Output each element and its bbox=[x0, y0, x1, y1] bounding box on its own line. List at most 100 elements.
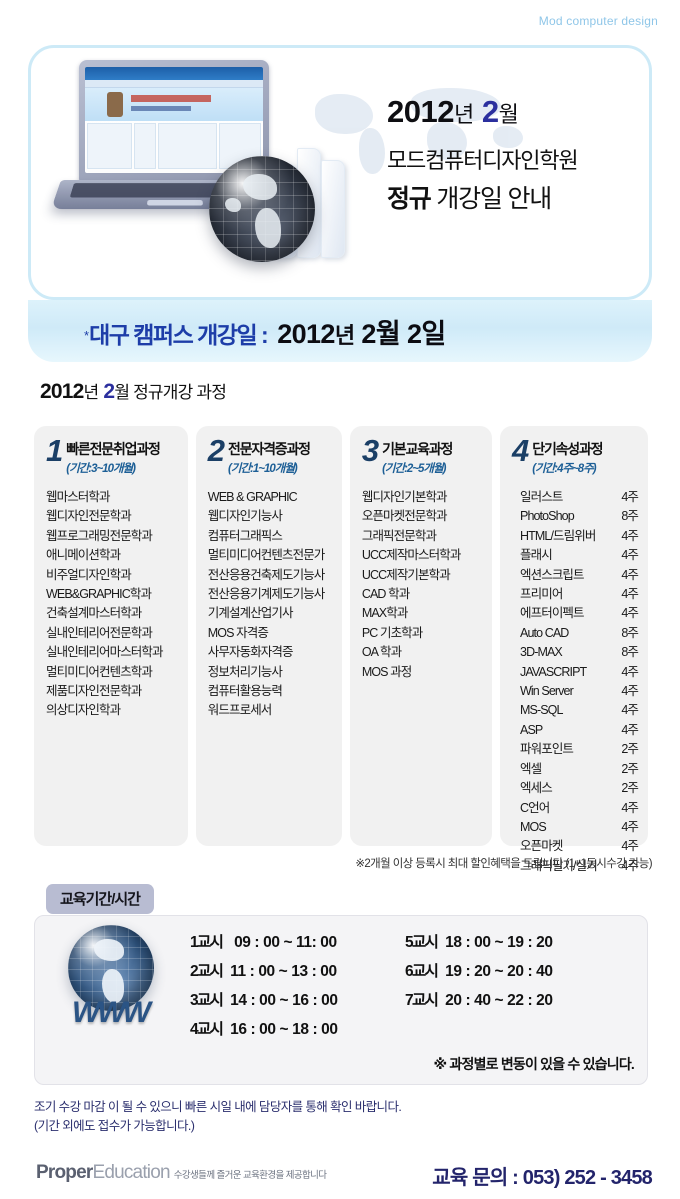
list-item[interactable]: 3D-MAX 8주 bbox=[520, 643, 639, 662]
course-column-3[interactable]: 3 기본교육과정 (기간:2~5개월) 웹디자인기본학과 오픈마켓전문학과 그래… bbox=[349, 426, 493, 846]
list-item[interactable]: PC 기초학과 bbox=[361, 625, 423, 640]
course-column-4[interactable]: 4 단기속성과정 (기간:4주~8주) 일러스트 4주 PhotoShop 8주 H… bbox=[500, 426, 648, 873]
course-weeks: 4주 bbox=[621, 528, 639, 543]
list-item[interactable]: JAVASCRIPT 4주 bbox=[520, 663, 639, 682]
list-item[interactable]: 워드프로세서 bbox=[207, 703, 273, 718]
course-weeks: 4주 bbox=[621, 703, 639, 718]
list-item[interactable]: 애니메이션학과 bbox=[46, 548, 121, 563]
period-label: 5교시 bbox=[405, 934, 439, 951]
course-name: 엑션스크립트 bbox=[520, 567, 585, 582]
hero-year: 2012 bbox=[387, 94, 454, 129]
list-item[interactable]: 웹마스터학과 bbox=[46, 490, 111, 504]
column-1-number: 1 bbox=[46, 433, 63, 468]
course-name: 그래픽필기/실기 bbox=[520, 858, 598, 873]
notice-line-2: (기간 외에도 접수가 가능합니다.) bbox=[34, 1119, 195, 1133]
list-item[interactable]: 오픈마켓 4주 bbox=[520, 837, 639, 856]
course-weeks: 4주 bbox=[621, 664, 639, 679]
list-item[interactable]: 기계설계산업기사 bbox=[207, 606, 294, 621]
period-time: 11 : 00 ~ 13 : 00 bbox=[230, 963, 337, 980]
course-name: MOS bbox=[520, 819, 547, 834]
list-item[interactable]: 비주얼디자인학과 bbox=[46, 567, 132, 582]
notice-line-1: 조기 수강 마감 이 될 수 있으니 빠른 시일 내에 담당자를 통해 확인 바… bbox=[34, 1100, 402, 1114]
course-column-1[interactable]: 1 빠른전문취업과정 (기간:3~10개월) 웹마스터학과 웹디자인전문학과 웹… bbox=[34, 426, 188, 846]
list-item[interactable]: 전산응용기계제도기능사 bbox=[207, 587, 326, 602]
list-item[interactable]: WEB&GRAPHIC학과 bbox=[46, 587, 152, 602]
list-item[interactable]: Win Server 4주 bbox=[520, 682, 639, 701]
hero-academy-name: 모드컴퓨터디자인학원 bbox=[387, 148, 579, 173]
hero-year-unit: 년 bbox=[453, 102, 474, 127]
list-item[interactable]: 그래픽필기/실기 4주 bbox=[520, 857, 639, 876]
list-item[interactable]: 실내인테리어마스터학과 bbox=[46, 645, 164, 660]
course-name: C언어 bbox=[520, 800, 550, 815]
list-item[interactable]: 웹디자인기능사 bbox=[207, 509, 283, 524]
period-time: 09 : 00 ~ 11: 00 bbox=[234, 934, 337, 951]
list-item[interactable]: PhotoShop 8주 bbox=[520, 507, 639, 526]
course-name: ASP bbox=[520, 722, 543, 737]
list-item[interactable]: CAD 학과 bbox=[361, 587, 410, 602]
list-item[interactable]: UCC제작기본학과 bbox=[361, 567, 451, 582]
list-item[interactable]: MOS 자격증 bbox=[207, 625, 269, 640]
list-item[interactable]: 건축설계마스터학과 bbox=[46, 606, 142, 621]
list-item[interactable]: HTML/드림위버 4주 bbox=[520, 527, 639, 546]
laptop-graphic bbox=[51, 60, 315, 262]
list-item[interactable]: 실내인테리어전문학과 bbox=[46, 625, 153, 640]
list-item[interactable]: MOS 과정 bbox=[361, 664, 412, 679]
schedule-periods: 1교시 09 : 00 ~ 11: 00 5교시 18 : 00 ~ 19 : … bbox=[190, 930, 640, 1046]
list-item[interactable]: 멀티미디어컨텐츠학과 bbox=[46, 664, 153, 679]
list-item[interactable]: C언어 4주 bbox=[520, 799, 639, 818]
list-item[interactable]: 엑션스크립트 4주 bbox=[520, 566, 639, 585]
list-item[interactable]: 정보처리기능사 bbox=[207, 664, 283, 679]
list-item[interactable]: WEB & GRAPHIC bbox=[207, 490, 298, 504]
period-label: 6교시 bbox=[405, 963, 439, 980]
list-item[interactable]: 멀티미디어컨텐츠전문가 bbox=[207, 548, 326, 563]
list-item[interactable]: Auto CAD 8주 bbox=[520, 624, 639, 643]
course-name: 에프터이펙트 bbox=[520, 606, 585, 621]
section-year-unit: 년 bbox=[83, 383, 100, 402]
list-item[interactable]: 웹디자인기본학과 bbox=[361, 490, 448, 504]
list-item[interactable]: 일러스트 4주 bbox=[520, 488, 639, 507]
period-time: 14 : 00 ~ 16 : 00 bbox=[230, 992, 338, 1009]
list-item[interactable]: MAX학과 bbox=[361, 606, 408, 621]
list-item[interactable]: 사무자동화자격증 bbox=[207, 645, 294, 660]
hero-subtitle-rest: 개강일 안내 bbox=[430, 185, 552, 213]
campus-date-year: 2012 bbox=[277, 318, 335, 349]
course-name: 프리미어 bbox=[520, 587, 563, 602]
list-item[interactable]: 파워포인트 2주 bbox=[520, 740, 639, 759]
laptop-touchpad bbox=[147, 200, 203, 206]
period-left-4: 4교시 16 : 00 ~ 18 : 00 bbox=[190, 1017, 405, 1039]
list-item[interactable]: ASP 4주 bbox=[520, 721, 639, 740]
table-row: 1교시 09 : 00 ~ 11: 00 5교시 18 : 00 ~ 19 : … bbox=[190, 930, 640, 952]
list-item[interactable]: 그래픽전문학과 bbox=[361, 528, 437, 543]
top-tagline: Mod computer design bbox=[538, 14, 658, 28]
list-item[interactable]: 플래시 4주 bbox=[520, 546, 639, 565]
column-3-header: 3 기본교육과정 (기간:2~5개월) bbox=[362, 435, 482, 476]
list-item[interactable]: 컴퓨터활용능력 bbox=[207, 684, 283, 699]
contact-phone: 교육 문의 : 053) 252 - 3458 bbox=[432, 1167, 653, 1189]
list-item[interactable]: MS-SQL 4주 bbox=[520, 701, 639, 720]
column-3-name: 기본교육과정 bbox=[382, 441, 453, 457]
course-column-2[interactable]: 2 전문자격증과정 (기간:1~10개월) WEB & GRAPHIC 웹디자인… bbox=[195, 426, 342, 846]
list-item[interactable]: 컴퓨터그래픽스 bbox=[207, 528, 283, 543]
list-item[interactable]: 오픈마켓전문학과 bbox=[361, 509, 448, 524]
list-item[interactable]: UCC제작마스터학과 bbox=[361, 548, 461, 563]
period-time: 16 : 00 ~ 18 : 00 bbox=[230, 1021, 338, 1038]
list-item[interactable]: 프리미어 4주 bbox=[520, 585, 639, 604]
list-item[interactable]: 의상디자인학과 bbox=[46, 703, 121, 718]
campus-label: 대구 캠퍼스 개강일 : bbox=[89, 321, 269, 348]
course-name: 파워포인트 bbox=[520, 742, 574, 757]
list-item[interactable]: 엑세스 2주 bbox=[520, 779, 639, 798]
list-item[interactable]: 웹디자인전문학과 bbox=[46, 509, 132, 524]
hero-month: 2 bbox=[481, 94, 499, 129]
list-item[interactable]: MOS 4주 bbox=[520, 818, 639, 837]
course-weeks: 4주 bbox=[621, 587, 639, 602]
list-item[interactable]: OA 학과 bbox=[361, 645, 402, 660]
asterisk-icon: * bbox=[84, 327, 90, 343]
list-item[interactable]: 전산응용건축제도기능사 bbox=[207, 567, 326, 582]
list-item[interactable]: 제품디자인전문학과 bbox=[46, 684, 142, 699]
list-item[interactable]: 에프터이펙트 4주 bbox=[520, 604, 639, 623]
campus-date-year-unit: 년 bbox=[334, 322, 355, 348]
list-item[interactable]: 엑셀 2주 bbox=[520, 760, 639, 779]
period-right-1: 5교시 18 : 00 ~ 19 : 20 bbox=[405, 930, 635, 952]
list-item[interactable]: 웹프로그래밍전문학과 bbox=[46, 528, 153, 543]
